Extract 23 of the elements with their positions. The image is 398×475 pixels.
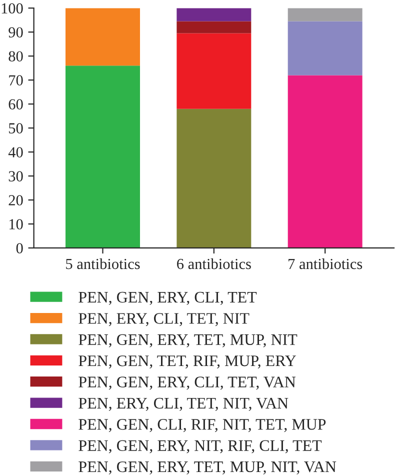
y-tick-label: 70 <box>9 75 23 86</box>
y-tick-label: 100 <box>2 3 23 14</box>
x-tick-label: 5 antibiotics <box>66 258 140 270</box>
y-tick-label: 60 <box>8 99 23 110</box>
legend-label: PEN, GEN, ERY, TET, MUP, NIT <box>78 334 298 348</box>
y-tick-label: 40 <box>8 147 23 158</box>
x-tick-label: 6 antibiotics <box>177 258 251 270</box>
legend-label: PEN, GEN, ERY, CLI, TET <box>78 292 257 305</box>
x-tick-label: 7 antibiotics <box>288 258 362 270</box>
legend-label: PEN, ERY, CLI, TET, NIT, VAN <box>78 398 288 411</box>
y-tick-label: 50 <box>9 123 23 134</box>
legend-label: PEN, GEN, TET, RIF, MUP, ERY <box>78 355 296 369</box>
legend-label: PEN, GEN, ERY, NIT, RIF, CLI, TET <box>78 440 322 454</box>
y-tick-label: 90 <box>8 27 23 38</box>
y-tick-label: 10 <box>9 219 23 230</box>
y-tick-label: 20 <box>8 195 23 206</box>
y-tick-label: 30 <box>8 171 23 182</box>
y-tick-label: 80 <box>8 51 23 62</box>
legend-label: PEN, GEN, ERY, CLI, TET, VAN <box>78 376 296 390</box>
legend-label: PEN, GEN, ERY, TET, MUP, NIT, VAN <box>78 461 336 474</box>
legend-label: PEN, ERY, CLI, TET, NIT <box>78 313 250 326</box>
legend-label: PEN, GEN, CLI, RIF, NIT, TET, MUP <box>78 419 326 432</box>
y-tick-label: 0 <box>16 243 23 254</box>
